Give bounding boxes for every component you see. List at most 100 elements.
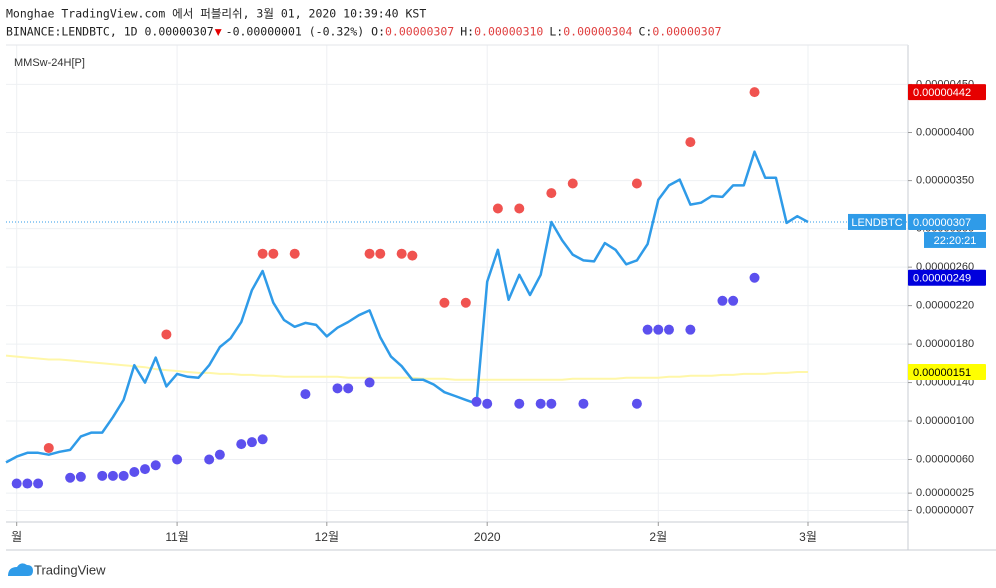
signal-dot — [578, 398, 589, 409]
signal-dot — [460, 297, 471, 308]
signal-dot — [257, 248, 268, 259]
indicator-label: MMSw-24H[P] — [14, 57, 85, 69]
signal-dot — [43, 442, 54, 453]
symbol-info: BINANCE:LENDBTC, 1D 0.00000307 — [6, 25, 214, 39]
price-line — [5, 354, 808, 381]
signal-dot — [129, 466, 140, 477]
signal-dot — [140, 464, 151, 475]
plot-area — [5, 45, 908, 522]
y-tick-label: 0.00000100 — [916, 415, 974, 427]
price-tag — [908, 213, 986, 230]
price-tag — [908, 363, 986, 380]
y-tick-label: 0.00000060 — [916, 453, 974, 465]
symbol-tag — [848, 213, 906, 230]
signal-dot — [535, 398, 546, 409]
x-tick-label: 3월 — [799, 530, 817, 544]
brand-name: TradingView — [34, 562, 106, 577]
signal-dot — [631, 178, 642, 189]
signal-dot — [514, 203, 525, 214]
brand-logo: TradingView — [8, 562, 106, 577]
signal-dot — [514, 398, 525, 409]
countdown-label: 22:20:21 — [934, 235, 977, 247]
signal-dot — [97, 470, 108, 481]
price-tag-label: 0.00000307 — [913, 217, 971, 229]
signal-dot — [75, 471, 86, 482]
signal-dot — [22, 478, 33, 489]
x-tick-label: 월 — [11, 530, 22, 544]
x-tick-label: 11월 — [165, 530, 189, 544]
signal-dot — [11, 478, 22, 489]
signal-dot — [492, 203, 503, 214]
ohlc-value: 0.00000307 — [385, 25, 454, 39]
signal-dot — [567, 178, 578, 189]
signal-dot — [407, 250, 418, 261]
y-tick-label: 0.00000007 — [916, 504, 974, 516]
price-tag-label: 0.00000249 — [913, 273, 971, 285]
price-tag-label: 0.00000151 — [913, 367, 971, 379]
signal-dot — [546, 188, 557, 199]
signal-dot — [65, 472, 76, 483]
signal-dot — [214, 449, 225, 460]
signal-dot — [439, 297, 450, 308]
signal-dot — [161, 329, 172, 340]
change: -0.00000001 (-0.32%) — [226, 25, 364, 39]
signal-dot — [107, 470, 118, 481]
y-tick-label: 0.00000180 — [916, 338, 974, 350]
ohlc-key: O: — [371, 25, 385, 39]
x-tick-label: 2월 — [649, 530, 667, 544]
signal-dot — [663, 324, 674, 335]
signal-dot — [343, 383, 354, 394]
ohlc-value: 0.00000310 — [474, 25, 543, 39]
change-arrow: ▼ — [215, 25, 222, 39]
signal-dot — [631, 398, 642, 409]
x-tick-label: 2020 — [474, 530, 501, 544]
price-line — [5, 150, 809, 464]
y-tick-label: 0.00000350 — [916, 175, 974, 187]
y-tick-label: 0.00000025 — [916, 487, 974, 499]
ohlc-key: C: — [638, 25, 652, 39]
publish-info: Monghae TradingView.com 에서 퍼블리쉬, 3월 01, … — [6, 7, 426, 21]
ohlc-value: 0.00000304 — [563, 25, 632, 39]
signal-dot — [33, 478, 44, 489]
signal-dot — [642, 324, 653, 335]
y-tick-label: 0.00000220 — [916, 300, 974, 312]
signal-dot — [268, 248, 279, 259]
signal-dot — [717, 295, 728, 306]
signal-dot — [300, 389, 311, 400]
signal-dot — [364, 248, 375, 259]
signal-dot — [749, 87, 760, 98]
signal-dot — [257, 434, 268, 445]
signal-dot — [172, 454, 183, 465]
symbol-tag-label: LENDBTC — [851, 217, 902, 229]
y-tick-label: 0.00000400 — [916, 126, 974, 138]
logo-icon — [8, 563, 33, 576]
ohlc-value: 0.00000307 — [652, 25, 721, 39]
price-tag-label: 0.00000442 — [913, 87, 971, 99]
signal-dot — [546, 398, 557, 409]
signal-dot — [749, 272, 760, 283]
signal-dot — [332, 383, 343, 394]
signal-dot — [204, 454, 215, 465]
signal-dot — [728, 295, 739, 306]
signal-dot — [653, 324, 664, 335]
signal-dot — [150, 460, 161, 471]
signal-dot — [118, 470, 129, 481]
signal-dot — [482, 398, 493, 409]
signal-dot — [364, 377, 375, 388]
signal-dot — [685, 324, 696, 335]
ohlc-key: L: — [549, 25, 563, 39]
price-tag — [908, 269, 986, 286]
x-tick-label: 12월 — [315, 530, 339, 544]
price-tag — [908, 84, 986, 101]
signal-dot — [685, 137, 696, 148]
signal-dot — [289, 248, 300, 259]
signal-dot — [375, 248, 386, 259]
signal-dot — [396, 248, 407, 259]
signal-dot — [471, 396, 482, 407]
countdown-tag — [924, 231, 986, 248]
signal-dot — [236, 439, 247, 450]
ohlc-key: H: — [460, 25, 474, 39]
signal-dot — [246, 437, 257, 448]
